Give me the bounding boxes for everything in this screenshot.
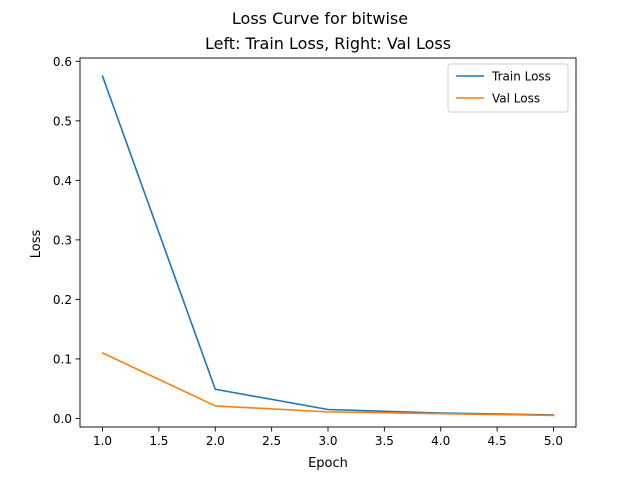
x-tick-label: 3.0 [318, 434, 337, 448]
y-axis-ticks: 0.0 0.1 0.2 0.3 0.4 0.5 0.6 [53, 55, 80, 426]
x-axis-ticks: 1.0 1.5 2.0 2.5 3.0 3.5 4.0 4.5 5.0 [93, 427, 563, 448]
y-tick-label: 0.4 [53, 174, 72, 188]
legend: Train Loss Val Loss [447, 63, 569, 113]
y-tick-label: 0.6 [53, 55, 72, 69]
chart-title: Left: Train Loss, Right: Val Loss [205, 34, 451, 53]
x-tick-label: 4.0 [431, 434, 450, 448]
y-tick-label: 0.0 [53, 412, 72, 426]
plot-frame [79, 57, 577, 428]
figure-suptitle: Loss Curve for bitwise [232, 9, 408, 28]
y-tick-label: 0.1 [53, 352, 72, 366]
x-tick-label: 5.0 [544, 434, 563, 448]
series-layer [101, 75, 555, 417]
series-line-1 [101, 351, 555, 417]
x-tick-label: 1.0 [93, 434, 112, 448]
x-tick-label: 3.5 [375, 434, 394, 448]
y-tick-label: 0.2 [53, 293, 72, 307]
x-tick-label: 2.0 [206, 434, 225, 448]
x-tick-label: 4.5 [488, 434, 507, 448]
legend-label-0: Train Loss [491, 70, 551, 84]
x-tick-label: 2.5 [262, 434, 281, 448]
y-tick-label: 0.3 [53, 233, 72, 247]
x-axis-label: Epoch [308, 456, 348, 471]
y-tick-label: 0.5 [53, 114, 72, 128]
y-axis-label: Loss [29, 230, 44, 259]
legend-label-1: Val Loss [492, 92, 540, 106]
x-tick-label: 1.5 [149, 434, 168, 448]
